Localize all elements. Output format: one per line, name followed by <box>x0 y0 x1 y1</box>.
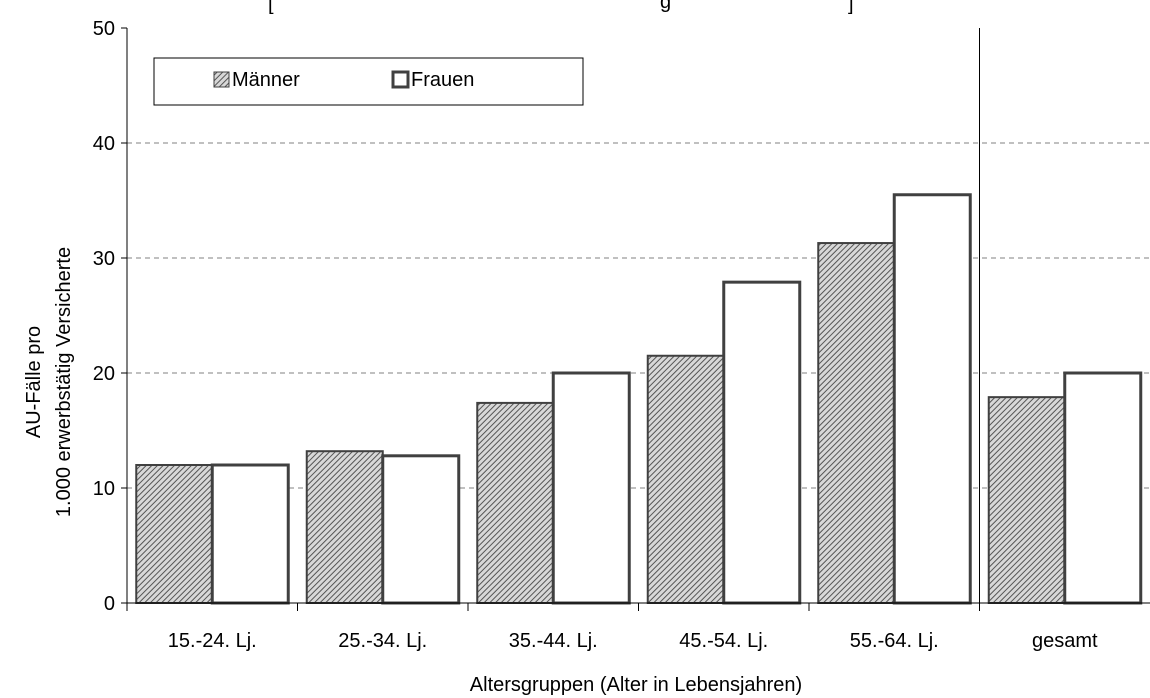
y-tick-label-20: 20 <box>93 363 115 385</box>
y-tick-label-50: 50 <box>93 18 115 40</box>
x-tick-label-2: 35.-44. Lj. <box>509 630 598 652</box>
y-tick-label-30: 30 <box>93 248 115 270</box>
bar-frauen-1 <box>381 454 461 605</box>
y-tick-label-10: 10 <box>93 478 115 500</box>
title-fragment-left: [ <box>268 0 274 15</box>
bar-maenner-1 <box>305 450 384 605</box>
bars <box>135 193 1143 605</box>
y-axis-label-line2: 1.000 erwerbstätig Versicherte <box>53 247 75 517</box>
x-tick-label-1: 25.-34. Lj. <box>338 630 427 652</box>
x-axis-label: Altersgruppen (Alter in Lebensjahren) <box>470 674 802 696</box>
axes <box>121 27 1150 611</box>
x-tick-label-0: 15.-24. Lj. <box>168 630 257 652</box>
bar-maenner-0 <box>135 464 214 604</box>
bar-maenner-5 <box>987 396 1066 604</box>
x-tick-label-3: 45.-54. Lj. <box>679 630 768 652</box>
title-fragment-right: ] <box>848 0 854 15</box>
y-tick-label-0: 0 <box>104 593 115 615</box>
legend-item-maenner: Männer <box>213 69 300 91</box>
bar-frauen-5 <box>1063 371 1143 605</box>
bar-frauen-4 <box>892 193 972 605</box>
y-axis-label: AU-Fälle pro 1.000 erwerbstätig Versiche… <box>23 247 75 517</box>
legend-item-frauen: Frauen <box>391 69 474 91</box>
x-tick-labels: 15.-24. Lj. 25.-34. Lj. 35.-44. Lj. 45.-54.… <box>168 630 1098 652</box>
legend-label-maenner: Männer <box>232 69 300 91</box>
y-axis-label-line1: AU-Fälle pro <box>23 326 45 438</box>
bar-frauen-3 <box>722 280 802 605</box>
legend-label-frauen: Frauen <box>411 69 474 91</box>
legend-swatch-maenner <box>213 71 230 88</box>
legend-swatch-frauen <box>391 70 410 89</box>
bar-frauen-0 <box>210 463 290 605</box>
bar-frauen-2 <box>551 371 631 605</box>
bar-maenner-2 <box>476 401 555 604</box>
y-tick-labels: 0 10 20 30 40 50 <box>93 18 115 615</box>
bar-maenner-4 <box>817 242 896 605</box>
y-tick-label-40: 40 <box>93 133 115 155</box>
x-tick-label-4: 55.-64. Lj. <box>850 630 939 652</box>
legend: Männer Frauen <box>153 57 584 106</box>
x-tick-label-5: gesamt <box>1032 630 1098 652</box>
bar-maenner-3 <box>646 354 725 604</box>
title-fragment-mid: g <box>660 0 671 13</box>
